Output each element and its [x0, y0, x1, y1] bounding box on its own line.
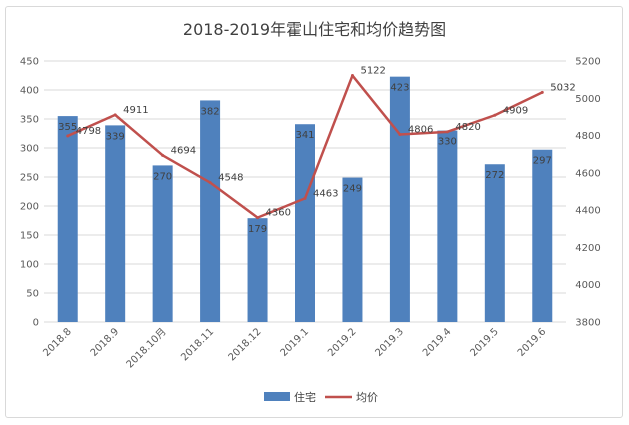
x-tick-label: 2019.2: [326, 326, 359, 359]
bar-data-label: 382: [201, 106, 220, 117]
line-point: [398, 132, 402, 136]
x-tick-label: 2019.6: [516, 326, 549, 359]
y-right-tick-label: 4600: [575, 168, 600, 179]
legend-label-line: 均价: [356, 391, 378, 404]
line-data-label: 4820: [455, 122, 480, 133]
line-data-label: 4360: [266, 208, 291, 219]
bar: [247, 218, 268, 322]
bar: [105, 125, 126, 322]
bar-data-label: 297: [533, 156, 552, 167]
line-data-label: 4798: [76, 126, 101, 137]
bar-data-label: 179: [248, 224, 267, 235]
y-left-tick-label: 100: [20, 260, 39, 271]
line-point: [161, 153, 165, 157]
bar: [152, 165, 173, 322]
line-point: [113, 113, 117, 117]
x-tick-label: 2019.3: [374, 326, 407, 359]
y-right-tick-label: 5200: [575, 57, 600, 68]
y-left-tick-label: 150: [20, 231, 39, 242]
bar-data-label: 272: [485, 170, 504, 181]
y-right-tick-label: 3800: [575, 318, 600, 329]
line-point: [66, 134, 70, 138]
y-right-tick-label: 4200: [575, 243, 600, 254]
bar: [295, 124, 315, 322]
chart-title: 2018-2019年霍山住宅和均价趋势图: [182, 20, 447, 39]
line-point: [208, 181, 212, 185]
x-tick-label: 2019.1: [279, 326, 312, 359]
line-data-label: 5122: [360, 66, 385, 77]
line-point: [256, 216, 260, 220]
x-tick-label: 2018.8: [41, 326, 74, 359]
y-left-tick-label: 250: [20, 173, 39, 184]
bar-data-label: 330: [438, 137, 457, 148]
bar: [200, 100, 221, 322]
y-left-tick-label: 0: [33, 318, 39, 329]
bar-data-label: 341: [295, 130, 314, 141]
line-data-label: 4694: [171, 145, 196, 156]
line-point: [493, 113, 497, 117]
line-data-label: 4806: [408, 124, 433, 135]
bar-data-label: 249: [343, 184, 362, 195]
y-right-tick-label: 5000: [575, 94, 600, 105]
line-data-label: 5032: [550, 82, 575, 93]
legend-label-bar: 住宅: [294, 390, 316, 404]
bar-data-label: 423: [390, 83, 409, 94]
line-data-label: 4911: [123, 105, 148, 116]
y-left-tick-label: 450: [20, 57, 39, 68]
x-tick-label: 2019.4: [421, 326, 454, 359]
line-data-label: 4909: [503, 105, 528, 116]
y-left-tick-label: 300: [20, 144, 39, 155]
bar-data-label: 339: [106, 131, 125, 142]
line-data-label: 4548: [218, 173, 243, 184]
bar-data-label: 355: [58, 122, 77, 133]
y-left-tick-label: 350: [20, 115, 39, 126]
bar: [389, 76, 410, 322]
y-left-tick-label: 400: [20, 86, 39, 97]
x-tick-label: 2019.5: [468, 326, 501, 359]
bar: [532, 149, 553, 322]
y-right-tick-label: 4000: [575, 280, 600, 291]
x-tick-label: 2018.10月: [124, 326, 169, 371]
line-point: [540, 90, 544, 94]
y-right-tick-label: 4400: [575, 206, 600, 217]
legend-swatch-bar: [264, 392, 290, 401]
line-point: [303, 196, 307, 200]
y-right-tick-label: 4800: [575, 131, 600, 142]
line-data-label: 4463: [313, 188, 338, 199]
bar: [57, 116, 78, 322]
x-tick-label: 2018.11: [179, 326, 216, 363]
line-point: [350, 74, 354, 78]
bar: [342, 177, 363, 322]
y-left-tick-label: 200: [20, 202, 39, 213]
x-tick-label: 2018.9: [89, 326, 122, 359]
bar-data-label: 270: [153, 171, 172, 182]
line-point: [445, 130, 449, 134]
bar: [437, 130, 458, 322]
y-left-tick-label: 50: [26, 289, 39, 300]
bar: [484, 164, 505, 322]
x-tick-label: 2018.12: [227, 326, 264, 363]
